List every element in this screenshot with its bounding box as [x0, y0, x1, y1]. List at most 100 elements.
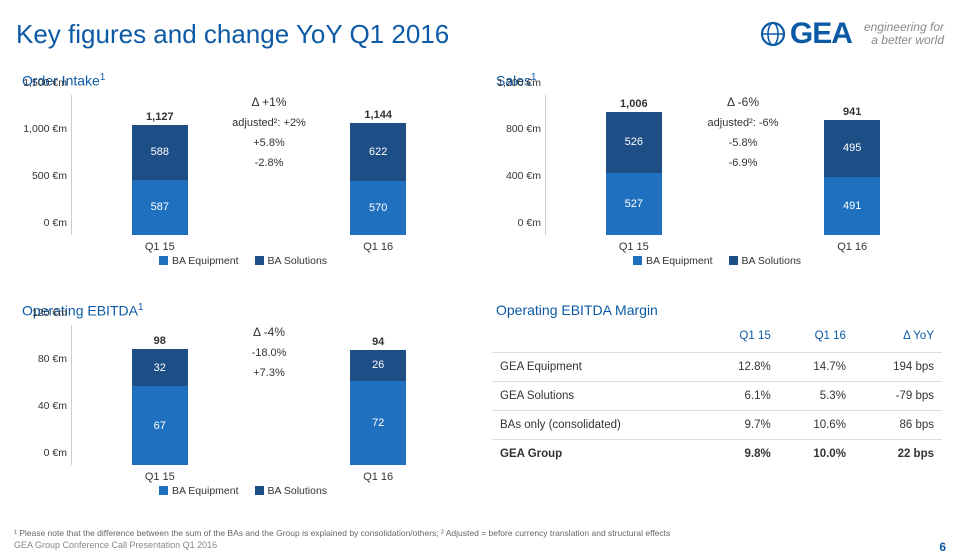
bar-seg-equipment: 570 — [350, 181, 406, 234]
plot-area: 1,127588587 1,144622570 Δ +1% adjusted²: +2… — [74, 95, 464, 235]
bar-total: 98 — [132, 335, 188, 349]
x-label: Q1 16 — [363, 241, 393, 253]
annotation-line: adjusted²: +2% — [232, 117, 306, 129]
bar-seg-equipment: 491 — [824, 177, 880, 234]
annotation-column: Δ -4%-18.0%+7.3% — [252, 325, 287, 465]
table-cell: GEA Solutions — [492, 382, 704, 411]
y-tick: 0 €m — [44, 447, 67, 459]
table-cell: 6.1% — [704, 382, 779, 411]
x-axis: Q1 15Q1 16 — [548, 237, 938, 253]
annotation-line: -2.8% — [255, 157, 284, 169]
bar-seg-equipment: 527 — [606, 173, 662, 234]
annotation-line: adjusted²: -6% — [708, 117, 779, 129]
brand-logo: GEA — [760, 17, 852, 51]
y-tick: 120 €m — [32, 307, 67, 319]
bar-seg-equipment: 587 — [132, 180, 188, 235]
panel-order-intake: Order Intake1 0 €m500 €m1,000 €m1,500 €m… — [12, 72, 474, 294]
legend-swatch-sol — [255, 256, 264, 265]
bar-total: 941 — [824, 106, 880, 120]
table-cell: BAs only (consolidated) — [492, 411, 704, 440]
table-row-total: GEA Group9.8%10.0%22 bps — [492, 440, 942, 469]
bar-seg-equipment: 67 — [132, 386, 188, 464]
footer-left: GEA Group Conference Call Presentation Q… — [14, 540, 217, 554]
annotation-line: Δ -4% — [253, 325, 285, 339]
bar-total: 1,006 — [606, 98, 662, 112]
panel-ebitda: Operating EBITDA1 0 €m40 €m80 €m120 €m98… — [12, 302, 474, 524]
bar-group: 1,144622570 — [350, 123, 406, 234]
x-label: Q1 16 — [363, 471, 393, 483]
y-tick: 800 €m — [506, 123, 541, 135]
annotation-line: +7.3% — [253, 367, 285, 379]
margin-table: Q1 15 Q1 16 Δ YoY GEA Equipment12.8%14.7… — [492, 324, 942, 468]
legend-swatch-equip — [633, 256, 642, 265]
plot-area: 983267 942672 Δ -4%-18.0%+7.3% — [74, 325, 464, 465]
table-cell: 10.6% — [779, 411, 854, 440]
table-header-row: Q1 15 Q1 16 Δ YoY — [492, 324, 942, 353]
y-tick: 40 €m — [38, 400, 67, 412]
tagline: engineering for a better world — [864, 21, 944, 47]
annotation-column: Δ +1%adjusted²: +2%+5.8%-2.8% — [232, 95, 306, 235]
table-cell: GEA Group — [492, 440, 704, 469]
y-axis: 0 €m400 €m800 €m1,200 €m — [492, 95, 546, 235]
bar-seg-solutions: 588 — [132, 125, 188, 180]
bar-group: 941495491 — [824, 120, 880, 235]
x-axis: Q1 15Q1 16 — [74, 467, 464, 483]
table-cell: 22 bps — [854, 440, 942, 469]
x-label: Q1 16 — [837, 241, 867, 253]
table-cell: 10.0% — [779, 440, 854, 469]
y-tick: 1,200 €m — [497, 77, 541, 89]
y-tick: 1,500 €m — [23, 77, 67, 89]
logo-text: GEA — [790, 17, 852, 51]
y-tick: 80 €m — [38, 353, 67, 365]
table-row: GEA Equipment12.8%14.7%194 bps — [492, 353, 942, 382]
quad-grid: Order Intake1 0 €m500 €m1,000 €m1,500 €m… — [12, 72, 948, 524]
chart-ebitda: 0 €m40 €m80 €m120 €m983267942672Δ -4%-18… — [18, 325, 468, 483]
legend-order-intake: BA Equipment BA Solutions — [18, 255, 468, 267]
table-cell: 9.8% — [704, 440, 779, 469]
bar-total: 1,127 — [132, 111, 188, 125]
th-q1-15: Q1 15 — [704, 324, 779, 353]
header: Key figures and change YoY Q1 2016 GEA e… — [0, 0, 960, 60]
bar-seg-equipment: 72 — [350, 381, 406, 465]
legend-swatch-sol — [729, 256, 738, 265]
x-label: Q1 15 — [145, 241, 175, 253]
table-cell: 5.3% — [779, 382, 854, 411]
footer: GEA Group Conference Call Presentation Q… — [14, 540, 946, 554]
legend-sales: BA Equipment BA Solutions — [492, 255, 942, 267]
bar-total: 1,144 — [350, 109, 406, 123]
table-row: BAs only (consolidated)9.7%10.6%86 bps — [492, 411, 942, 440]
legend-swatch-sol — [255, 486, 264, 495]
tagline-l2: a better world — [864, 34, 944, 47]
table-cell: 14.7% — [779, 353, 854, 382]
legend-swatch-equip — [159, 486, 168, 495]
bar-group: 942672 — [350, 350, 406, 464]
chart-order-intake: 0 €m500 €m1,000 €m1,500 €m1,1275885871,1… — [18, 95, 468, 253]
table-cell: -79 bps — [854, 382, 942, 411]
page-number: 6 — [939, 540, 946, 554]
bar-total: 94 — [350, 336, 406, 350]
bar-seg-solutions: 622 — [350, 123, 406, 181]
bar-group: 1,127588587 — [132, 125, 188, 235]
y-tick: 400 €m — [506, 170, 541, 182]
bar-group: 983267 — [132, 349, 188, 465]
table-row: GEA Solutions6.1%5.3%-79 bps — [492, 382, 942, 411]
logo-area: GEA engineering for a better world — [760, 17, 944, 51]
margin-table-body: GEA Equipment12.8%14.7%194 bpsGEA Soluti… — [492, 353, 942, 469]
panel-sales: Sales1 0 €m400 €m800 €m1,200 €m1,0065265… — [486, 72, 948, 294]
y-axis: 0 €m500 €m1,000 €m1,500 €m — [18, 95, 72, 235]
bar-seg-solutions: 26 — [350, 350, 406, 380]
legend-item-equip: BA Equipment — [159, 485, 239, 497]
legend-item-sol: BA Solutions — [255, 255, 328, 267]
y-tick: 0 €m — [44, 217, 67, 229]
annotation-line: Δ +1% — [251, 95, 286, 109]
annotation-column: Δ -6%adjusted²: -6%-5.8%-6.9% — [708, 95, 779, 235]
annotation-line: -6.9% — [729, 157, 758, 169]
plot-area: 1,006526527941495491Δ -6%adjusted²: -6%-… — [548, 95, 938, 235]
th-q1-16: Q1 16 — [779, 324, 854, 353]
table-cell: GEA Equipment — [492, 353, 704, 382]
panel-title-margin: Operating EBITDA Margin — [492, 302, 662, 318]
table-cell: 9.7% — [704, 411, 779, 440]
legend-swatch-equip — [159, 256, 168, 265]
annotation-line: Δ -6% — [727, 95, 759, 109]
legend-item-equip: BA Equipment — [633, 255, 713, 267]
